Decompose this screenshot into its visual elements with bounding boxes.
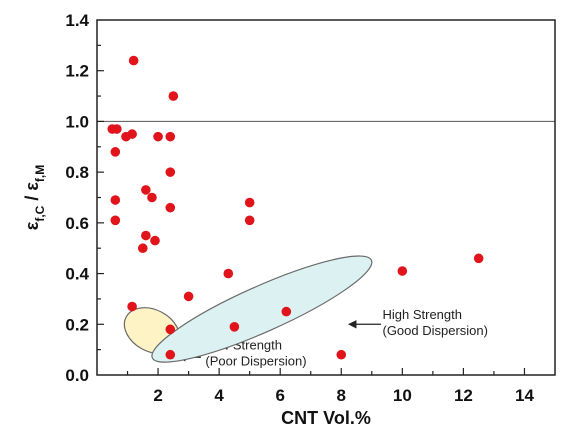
points-layer [107, 55, 484, 360]
data-point [150, 235, 160, 246]
high-strength-label-line: (Good Dispersion) [382, 323, 488, 338]
x-axis-title: CNT Vol.% [281, 408, 371, 428]
low-strength-label-line: (Poor Dispersion) [205, 354, 306, 369]
y-tick-label: 0.6 [65, 214, 89, 233]
data-point [112, 124, 122, 134]
high-strength-region [151, 255, 373, 363]
y-axis-sub-num: f,C [33, 205, 47, 221]
data-point [229, 322, 240, 332]
data-point [244, 197, 255, 208]
data-point [223, 268, 234, 279]
y-tick-label: 0.0 [65, 366, 89, 385]
y-tick-label: 0.4 [65, 265, 89, 284]
data-point [110, 147, 121, 157]
data-point [165, 131, 176, 142]
axes-layer: 2 4 6 8 10 12 14 0.0 0.2 0.4 0.6 0.8 1.0 1.2 1.4 [65, 11, 534, 405]
data-point [110, 215, 121, 226]
x-tick-label: 8 [337, 386, 346, 405]
data-point [128, 55, 139, 66]
data-point [183, 291, 194, 302]
data-point [165, 202, 176, 213]
data-point [141, 185, 151, 195]
x-tick-label: 12 [454, 386, 473, 405]
y-tick-label: 1.0 [65, 112, 89, 131]
data-point [127, 301, 137, 312]
x-tick-label: 6 [275, 386, 284, 405]
y-axis-symbol-num: ε [22, 221, 42, 230]
data-point [141, 230, 151, 241]
x-tick-label: 2 [153, 386, 162, 405]
data-point [153, 131, 163, 142]
data-point [397, 266, 408, 276]
data-point [127, 129, 137, 139]
y-tick-label: 1.4 [65, 11, 89, 30]
data-point [110, 195, 121, 205]
x-tick-label: 14 [515, 386, 534, 405]
y-axis-title: εf,C / εf,M [22, 165, 47, 230]
y-axis-sub-den: f,M [33, 165, 47, 182]
data-point [244, 215, 255, 226]
data-point [281, 306, 292, 317]
y-tick-label: 0.2 [65, 315, 89, 334]
y-tick-label: 1.2 [65, 62, 89, 81]
data-point [165, 167, 176, 177]
y-axis-separator: / [22, 191, 42, 206]
data-point [473, 253, 484, 264]
data-point [138, 243, 148, 254]
data-point [147, 192, 157, 203]
y-axis-symbol-den: ε [22, 182, 42, 191]
data-point [336, 349, 347, 360]
data-point [168, 91, 179, 101]
data-point [165, 349, 176, 360]
y-tick-label: 0.8 [65, 163, 89, 182]
x-tick-label: 10 [393, 386, 412, 405]
high-strength-label-line: High Strength [382, 307, 462, 322]
x-tick-label: 4 [214, 386, 224, 405]
data-point [165, 324, 176, 335]
regions-layer: Low Strength(Poor Dispersion)High Streng… [123, 255, 488, 369]
